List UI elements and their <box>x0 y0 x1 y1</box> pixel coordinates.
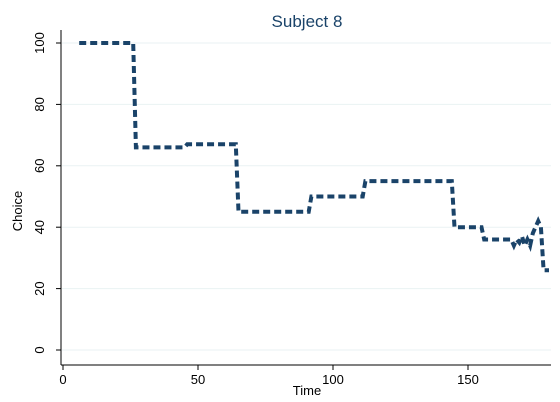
x-axis-title: Time <box>293 383 321 398</box>
x-tick-label: 100 <box>322 372 344 387</box>
y-tick-label: 100 <box>32 32 47 54</box>
x-axis-ticks: 0 50 100 150 <box>59 365 479 387</box>
series-layer <box>79 41 549 273</box>
x-tick-label: 150 <box>457 372 479 387</box>
y-tick-label: 60 <box>32 159 47 173</box>
x-tick-label: 50 <box>191 372 205 387</box>
x-tick-label: 0 <box>59 372 66 387</box>
axes <box>60 30 551 366</box>
y-tick-label: 0 <box>32 346 47 353</box>
series-line <box>79 41 549 273</box>
y-tick-label: 40 <box>32 220 47 234</box>
grid-lines <box>62 42 551 351</box>
y-axis-title: Choice <box>10 191 25 231</box>
y-axis-ticks: 0 20 40 60 80 100 <box>32 32 61 354</box>
chart-title: Subject 8 <box>272 12 343 31</box>
y-tick-label: 20 <box>32 281 47 295</box>
y-tick-label: 80 <box>32 97 47 111</box>
